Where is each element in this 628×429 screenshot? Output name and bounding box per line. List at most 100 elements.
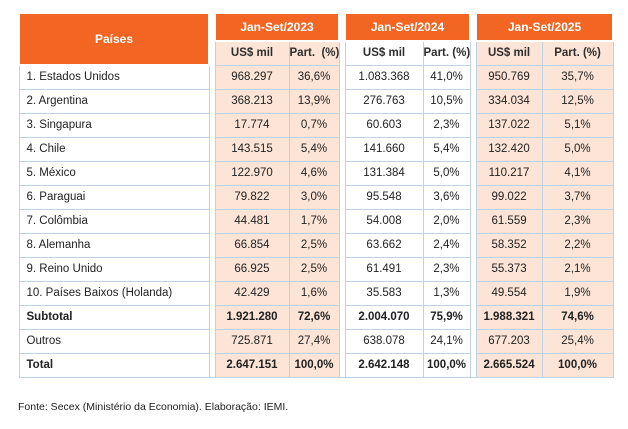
value-cell-usd: 968.297 (214, 64, 290, 90)
value-cell-usd: 137.022 (475, 112, 543, 138)
value-cell-usd: 1.083.368 (344, 64, 424, 90)
value-cell-usd: 17.774 (214, 112, 290, 138)
value-cell-usd: 132.420 (475, 136, 543, 162)
value-cell-share: 5,4% (422, 136, 471, 162)
table-row: 2. Argentina 368.213 13,9% 276.763 10,5% 334.… (18, 88, 614, 114)
table-row: 10. Países Baixos (Holanda) 42.429 1,6% 35.… (18, 280, 614, 306)
value-cell-share: 2,2% (541, 232, 614, 258)
column-gutter (209, 281, 215, 305)
value-cell-usd: 79.822 (214, 184, 290, 210)
value-cell-usd: 1.988.321 (475, 304, 543, 330)
value-cell-usd: 950.769 (475, 64, 543, 90)
value-cell-share: 2,5% (288, 232, 340, 258)
row-label: 7. Colômbia (18, 208, 210, 234)
value-cell-usd: 2.647.151 (214, 352, 290, 378)
value-cell-usd: 2.665.524 (475, 352, 543, 378)
row-label: 4. Chile (18, 136, 210, 162)
source-note: Fonte: Secex (Ministério da Economia). E… (18, 401, 289, 413)
table-row: Subtotal 1.921.280 72,6% 2.004.070 75,9% 1.98… (18, 304, 614, 330)
row-label: Subtotal (18, 304, 210, 330)
column-gutter (339, 257, 346, 281)
value-cell-usd: 143.515 (214, 136, 290, 162)
column-gutter (339, 137, 346, 161)
value-cell-share: 74,6% (541, 304, 614, 330)
value-cell-share: 5,0% (541, 136, 614, 162)
table-header: Países Jan-Set/2023 Jan-Set/2024 Jan-Set… (18, 12, 615, 66)
value-cell-share: 3,0% (288, 184, 340, 210)
value-cell-share: 1,7% (288, 208, 340, 234)
value-cell-share: 2,0% (422, 208, 471, 234)
period-header-2024: Jan-Set/2024 (344, 12, 472, 42)
value-cell-share: 27,4% (288, 328, 340, 354)
column-gutter (470, 185, 477, 209)
value-cell-share: 5,1% (541, 112, 614, 138)
usd-subheader-2024: US$ mil (344, 40, 424, 66)
column-gutter (470, 209, 477, 233)
value-cell-share: 3,7% (541, 184, 614, 210)
column-gutter (339, 13, 346, 65)
table-row: 7. Colômbia 44.481 1,7% 54.008 2,0% 61.559 2,3… (18, 208, 614, 234)
usd-subheader-2025: US$ mil (475, 40, 543, 66)
exports-by-country-table: Países Jan-Set/2023 Jan-Set/2024 Jan-Set… (18, 12, 615, 378)
value-cell-usd: 725.871 (214, 328, 290, 354)
value-cell-usd: 110.217 (475, 160, 543, 186)
column-gutter (339, 113, 346, 137)
value-cell-usd: 61.559 (475, 208, 543, 234)
column-gutter (209, 209, 215, 233)
value-cell-usd: 368.213 (214, 88, 290, 114)
value-cell-share: 72,6% (288, 304, 340, 330)
table-row: 4. Chile 143.515 5,4% 141.660 5,4% 132.420 5,0… (18, 136, 614, 162)
value-cell-share: 100,0% (288, 352, 340, 378)
column-gutter (339, 185, 346, 209)
table-row: 6. Paraguai 79.822 3,0% 95.548 3,6% 99.022 3,7… (18, 184, 614, 210)
row-label: Total (18, 352, 210, 378)
column-gutter (209, 13, 215, 65)
value-cell-usd: 55.373 (475, 256, 543, 282)
row-label: 5. México (18, 160, 210, 186)
value-cell-usd: 334.034 (475, 88, 543, 114)
column-gutter (470, 281, 477, 305)
value-cell-usd: 42.429 (214, 280, 290, 306)
column-gutter (470, 305, 477, 329)
header-row-measures: US$ mil Part. (%) US$ mil Part. (%) US$ … (19, 40, 614, 66)
column-gutter (339, 161, 346, 185)
value-cell-usd: 638.078 (344, 328, 424, 354)
column-gutter (209, 233, 215, 257)
value-cell-share: 35,7% (541, 64, 614, 90)
column-gutter (470, 89, 477, 113)
value-cell-share: 4,6% (288, 160, 340, 186)
column-gutter (470, 113, 477, 137)
column-gutter (470, 137, 477, 161)
column-gutter (470, 13, 477, 65)
value-cell-share: 10,5% (422, 88, 471, 114)
value-cell-share: 1,6% (288, 280, 340, 306)
table-row: 5. México 122.970 4,6% 131.384 5,0% 110.217 4,… (18, 160, 614, 186)
column-gutter (339, 353, 346, 378)
column-gutter (339, 89, 346, 113)
column-gutter (339, 65, 346, 89)
column-gutter (209, 89, 215, 113)
value-cell-share: 1,3% (422, 280, 471, 306)
column-gutter (209, 257, 215, 281)
value-cell-share: 36,6% (288, 64, 340, 90)
value-cell-usd: 49.554 (475, 280, 543, 306)
column-gutter (209, 185, 215, 209)
value-cell-share: 100,0% (422, 352, 471, 378)
value-cell-share: 24,1% (422, 328, 471, 354)
value-cell-share: 2,3% (541, 208, 614, 234)
column-gutter (209, 353, 215, 378)
value-cell-share: 2,3% (422, 112, 471, 138)
value-cell-share: 0,7% (288, 112, 340, 138)
value-cell-usd: 58.352 (475, 232, 543, 258)
value-cell-usd: 44.481 (214, 208, 290, 234)
share-subheader-2024: Part. (%) (422, 40, 471, 66)
row-label: 2. Argentina (18, 88, 210, 114)
countries-column-header: Países (18, 12, 210, 66)
value-cell-usd: 66.854 (214, 232, 290, 258)
value-cell-usd: 63.662 (344, 232, 424, 258)
value-cell-usd: 1.921.280 (214, 304, 290, 330)
column-gutter (339, 233, 346, 257)
column-gutter (470, 161, 477, 185)
value-cell-usd: 61.491 (344, 256, 424, 282)
value-cell-share: 4,1% (541, 160, 614, 186)
